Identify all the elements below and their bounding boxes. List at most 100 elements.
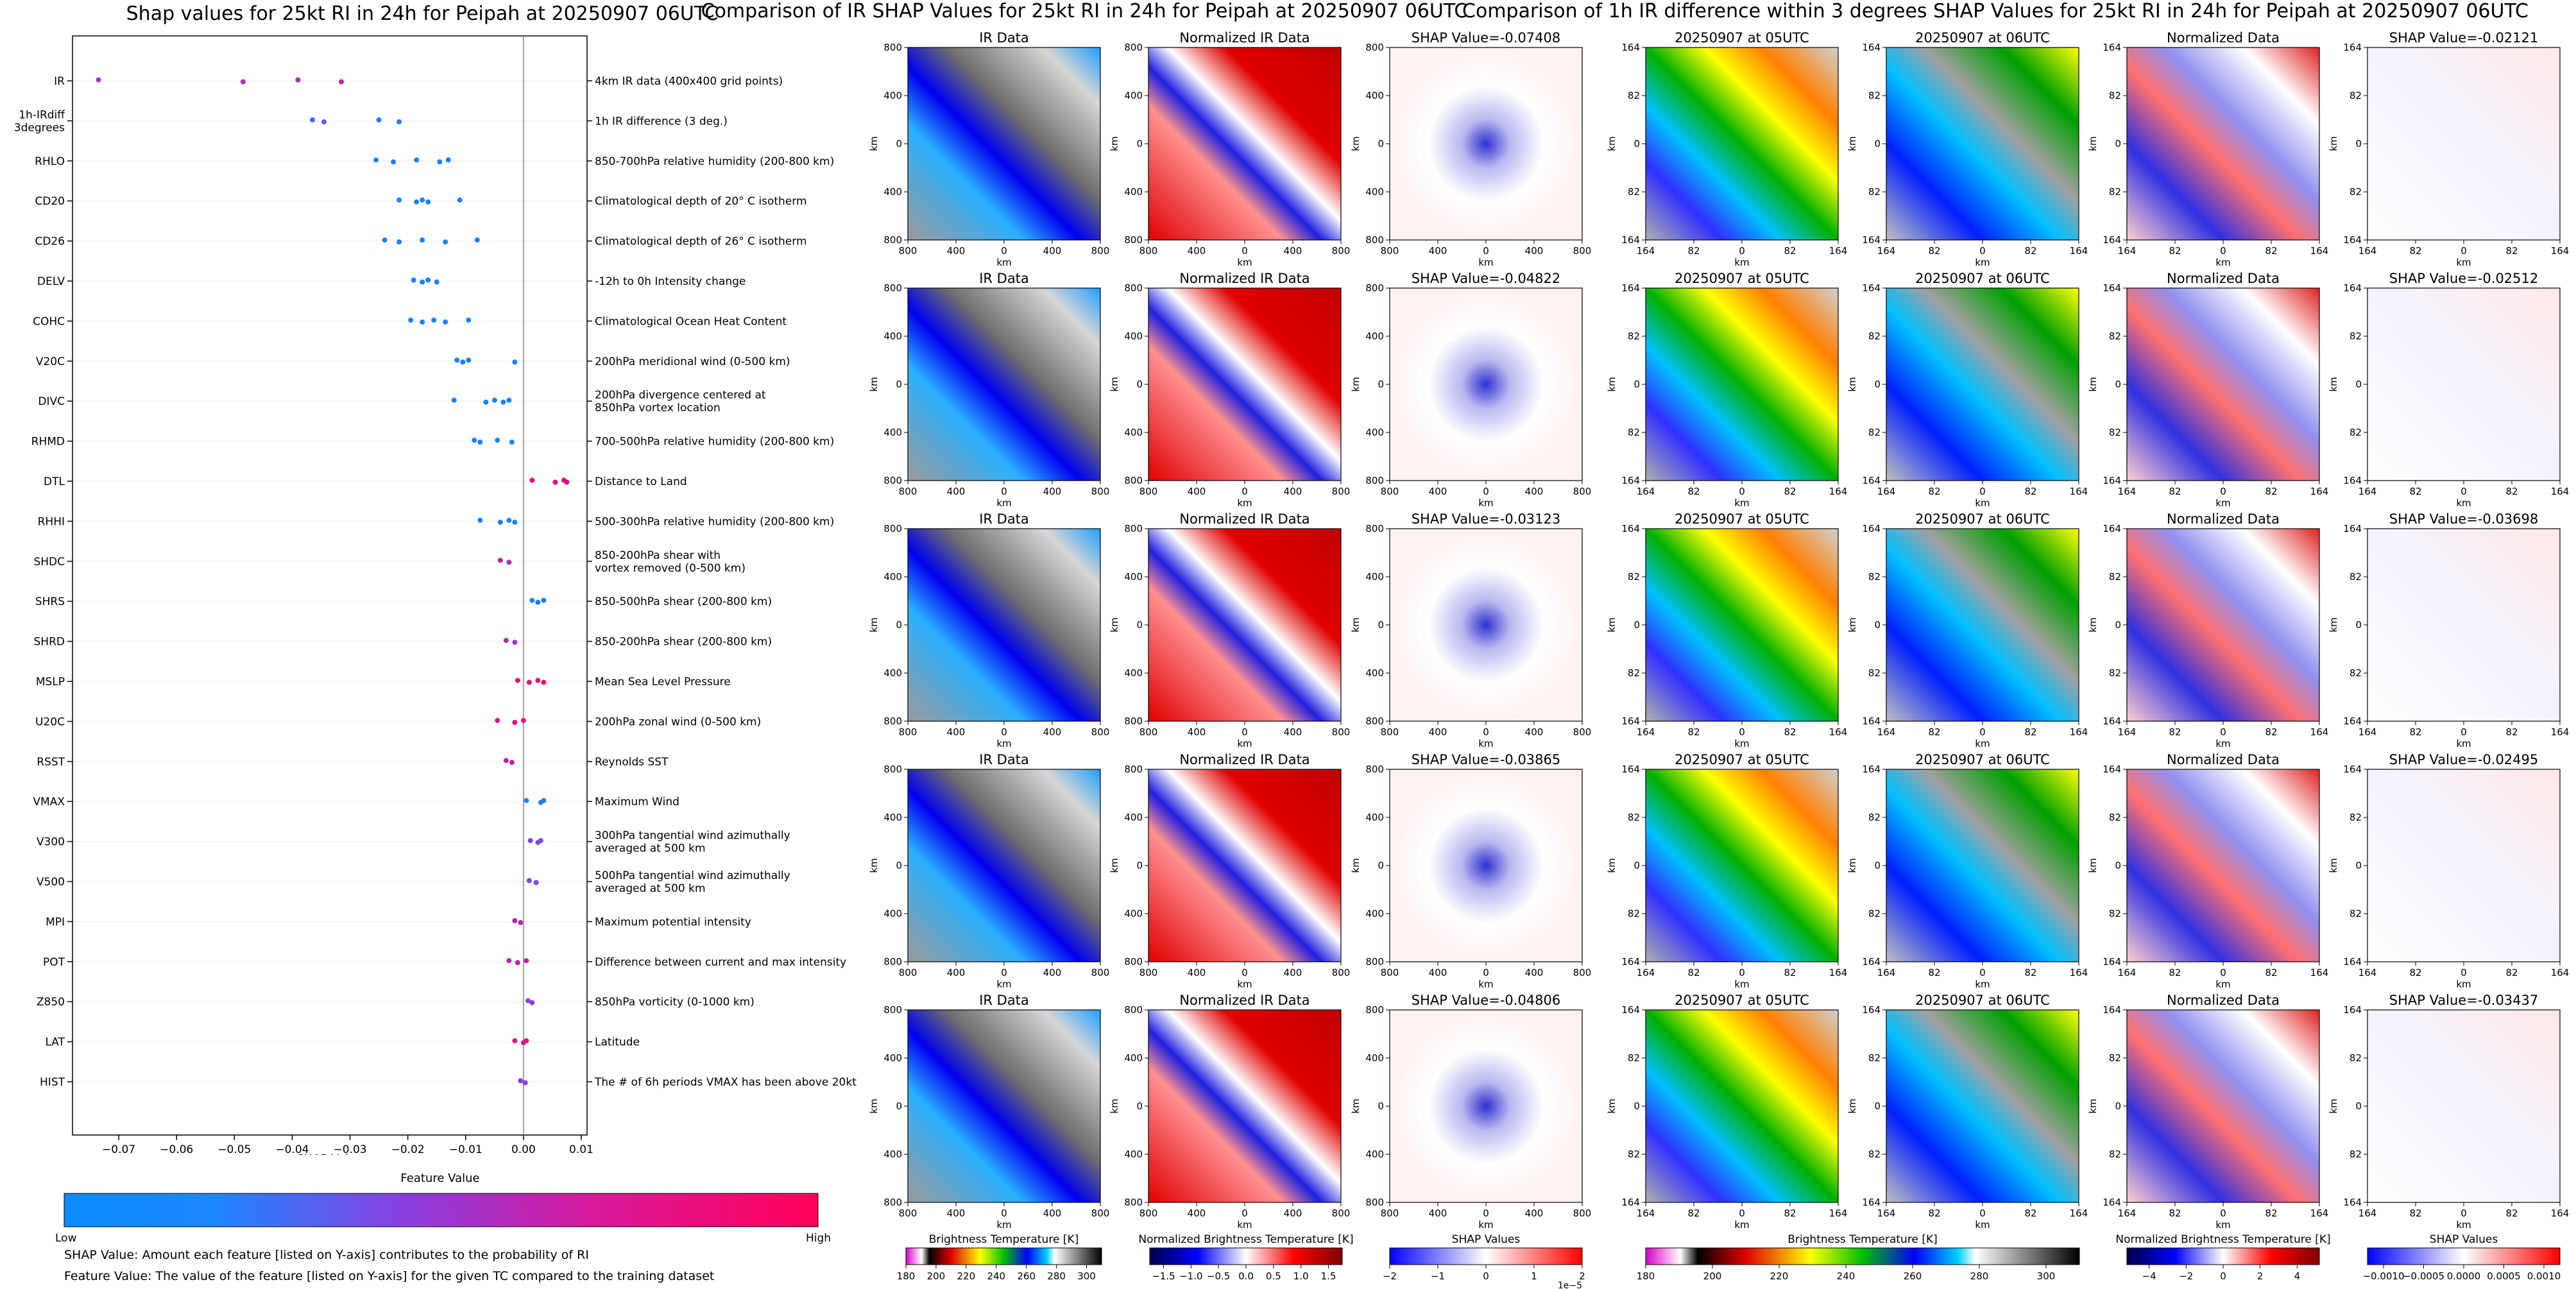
shap-point [503, 638, 509, 644]
feature-description: 850-500hPa shear (200-800 km) [595, 595, 772, 608]
x-tick-label: 82 [2169, 726, 2181, 738]
heatmap-image [1148, 769, 1342, 962]
x-tick-label: 0 [1483, 1208, 1489, 1219]
shap-point [524, 958, 529, 964]
x-tick-label: 0 [1001, 726, 1007, 738]
shap-point [506, 397, 512, 403]
shap-point [497, 558, 503, 563]
shap-point [414, 157, 420, 163]
panel-title: 20250907 at 05UTC [1675, 752, 1809, 767]
x-tick-label: 0 [2461, 726, 2467, 738]
feature-description: 1h IR difference (3 deg.) [595, 115, 728, 128]
x-tick-label: 800 [1332, 726, 1351, 738]
heatmap-colorbars: Brightness Temperature [K]180 200 220 240 26… [897, 1233, 2561, 1289]
y-tick-label: 800 [1365, 282, 1384, 294]
x-tick-label: 800 [899, 486, 917, 497]
colorbar-gradient [2367, 1247, 2561, 1265]
panel-title: SHAP Value=-0.04806 [1412, 993, 1561, 1008]
colorbar: SHAP Values −2 −1 0 1 21e−5 [1383, 1233, 1585, 1289]
panel-title: IR Data [979, 993, 1029, 1008]
y-tick-label: 400 [1124, 908, 1143, 919]
shap-point [443, 239, 448, 245]
y-tick-label: 0 [1633, 619, 1640, 631]
feature-description: Distance to Land [595, 475, 687, 488]
shap-point [420, 319, 425, 325]
shap-point [408, 317, 414, 323]
shap-point [495, 717, 500, 723]
x-tick-label: 164 [2118, 967, 2137, 978]
y-tick-label: 164 [1621, 523, 1640, 534]
colorbar-tick-label: 280 [1970, 1270, 1989, 1282]
colorbar: SHAP Values −0.0010−0.0005 0.0000 0.0005 0.0… [2362, 1233, 2561, 1282]
panel-title: Normalized IR Data [1179, 511, 1309, 527]
x-tick-label: 800 [1381, 967, 1399, 978]
y-tick-label: 800 [1124, 475, 1143, 486]
y-tick-label: 800 [1365, 42, 1384, 53]
x-axis-label: km [996, 497, 1011, 509]
x-tick-label: 0 [1739, 726, 1745, 738]
y-tick-label: 400 [883, 571, 902, 583]
shap-point [466, 317, 472, 323]
x-tick-label: 0 [1241, 726, 1248, 738]
x-tick-label: 0 [2220, 726, 2226, 738]
x-tick-label: 164 [1877, 967, 1896, 978]
x-tick-label: 164 [2358, 486, 2377, 497]
shap-point [451, 397, 457, 403]
feature-label: VMAX [33, 796, 65, 808]
feature-label: POT [43, 956, 65, 969]
x-tick-label: 164 [1877, 245, 1896, 257]
feature-description: 500-300hPa relative humidity (200-800 km… [595, 515, 834, 528]
x-axis-label: km [1478, 738, 1493, 749]
feature-label: MSLP [36, 676, 65, 688]
shap-point [457, 197, 463, 203]
y-tick-label: 82 [2109, 330, 2121, 342]
x-tick-label: 400 [1043, 967, 1062, 978]
y-tick-label: 800 [883, 1197, 902, 1208]
x-tick-label: 164 [1637, 486, 1655, 497]
shap-point [420, 237, 425, 243]
y-tick-label: 82 [2109, 1052, 2121, 1064]
colorbar: Normalized Brightness Temperature [K] −1.… [1138, 1233, 1353, 1282]
y-tick-label: 82 [2350, 427, 2362, 438]
heatmap-panels: IR Data 800 400 0 400 800 800 400 0 400 800 km km Nor… [868, 30, 2569, 1231]
feature-label: DTL [44, 475, 65, 488]
shap-point [466, 357, 472, 363]
panel-title: IR Data [979, 271, 1029, 286]
y-tick-label: 800 [1124, 1197, 1143, 1208]
feature-description: -12h to 0h Intensity change [595, 275, 746, 288]
y-tick-label: 82 [1868, 427, 1881, 438]
y-tick-label: 164 [2103, 234, 2121, 246]
x-tick-label: 164 [2551, 486, 2570, 497]
feature-description: 850-700hPa relative humidity (200-800 km… [595, 155, 834, 168]
shap-point [420, 279, 425, 285]
y-tick-label: 400 [1365, 1052, 1384, 1064]
x-tick-label: 800 [1573, 726, 1592, 738]
shap-point [495, 438, 500, 443]
heatmap-image [1886, 1009, 2079, 1203]
y-tick-label: 0 [1874, 379, 1881, 390]
y-tick-label: 400 [883, 90, 902, 101]
x-axis-label: km [996, 1219, 1011, 1231]
x-tick-label: 0 [1483, 967, 1489, 978]
y-tick-label: 400 [1124, 427, 1143, 438]
x-tick-label: 82 [2024, 245, 2036, 257]
y-tick-label: 82 [1868, 1148, 1881, 1160]
shap-point [443, 319, 448, 325]
heatmap-image [2126, 769, 2320, 962]
colorbar-tick-label: 0.0005 [2487, 1270, 2521, 1282]
x-tick-label: 400 [1188, 1208, 1206, 1219]
y-axis-label: km [1350, 136, 1361, 151]
x-tick-label: 800 [1573, 967, 1592, 978]
x-tick-label: 82 [1784, 486, 1796, 497]
y-axis-label: km [2087, 1098, 2099, 1113]
y-tick-label: 0 [1378, 1100, 1384, 1112]
y-tick-label: 400 [1365, 1148, 1384, 1160]
feature-label: COHC [33, 315, 65, 328]
x-tick-label: 0 [1241, 245, 1248, 257]
